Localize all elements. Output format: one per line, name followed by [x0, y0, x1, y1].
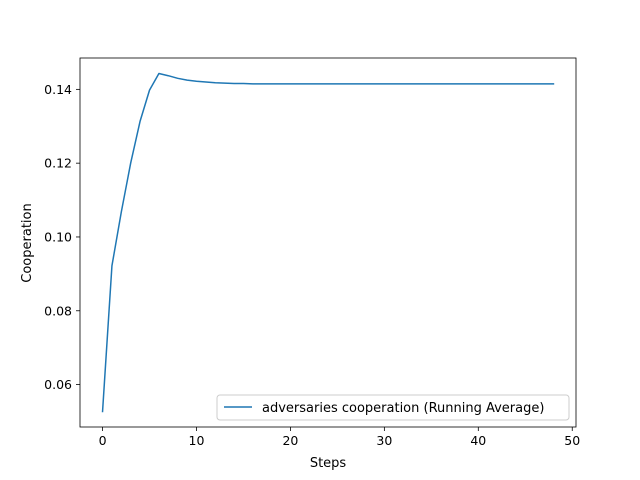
- x-axis-label: Steps: [310, 456, 347, 471]
- x-tick-label: 30: [376, 433, 392, 448]
- axes-frame: [79, 57, 577, 428]
- x-tick-label: 20: [282, 433, 298, 448]
- legend: adversaries cooperation (Running Average…: [216, 394, 570, 421]
- x-tick-label: 50: [564, 433, 580, 448]
- y-tick-label: 0.14: [44, 82, 72, 97]
- y-tick-label: 0.06: [44, 377, 72, 392]
- y-axis-label: Cooperation: [20, 203, 35, 282]
- legend-label: adversaries cooperation (Running Average…: [262, 401, 544, 416]
- x-tick-label: 10: [189, 433, 205, 448]
- y-tick-label: 0.10: [44, 229, 72, 244]
- legend-box: [216, 394, 570, 421]
- y-tick-label: 0.12: [44, 156, 72, 171]
- series-line-0: [101, 72, 555, 413]
- x-tick-label: 0: [99, 433, 107, 448]
- x-tick-label: 40: [470, 433, 486, 448]
- y-tick-label: 0.08: [44, 303, 72, 318]
- plot-area: [101, 72, 555, 413]
- axes: 0 10 20 30 40 50 0.06 0.08 0.10 0.12 0.14: [44, 57, 580, 448]
